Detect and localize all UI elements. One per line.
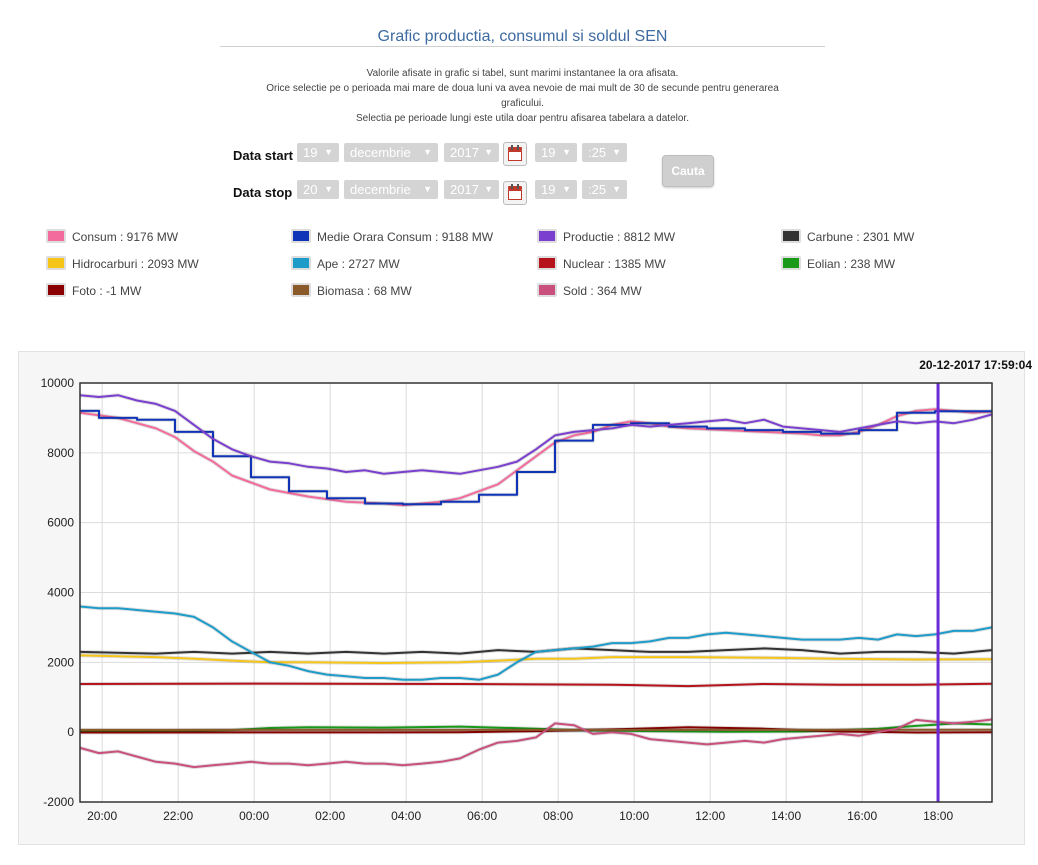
chevron-down-icon: ▼ [423, 147, 432, 157]
legend-swatch [537, 256, 557, 270]
chevron-down-icon: ▼ [423, 184, 432, 194]
legend-item[interactable]: Eolian : 238 MW [781, 256, 895, 271]
stop-date-label: Data stop [233, 185, 293, 200]
stop-hour-value: 19 [541, 182, 556, 197]
chevron-down-icon: ▼ [324, 184, 333, 194]
legend-swatch [781, 256, 801, 270]
chevron-down-icon: ▼ [612, 184, 621, 194]
title-divider [220, 46, 825, 47]
stop-calendar-icon[interactable] [503, 181, 527, 205]
legend-label: Carbune : 2301 MW [807, 230, 915, 244]
stop-minute-value: :25 [588, 182, 607, 197]
legend-swatch [291, 229, 311, 243]
start-date-label: Data start [233, 148, 293, 163]
start-day-select[interactable]: 19 ▼ [297, 143, 339, 162]
legend-item[interactable]: Consum : 9176 MW [46, 229, 178, 244]
page-title: Grafic productia, consumul si soldul SEN [377, 28, 668, 45]
chevron-down-icon: ▼ [324, 147, 333, 157]
info-note-4: Selectia pe perioade lungi este utila do… [355, 113, 689, 124]
legend-swatch [537, 229, 557, 243]
legend-swatch [46, 256, 66, 270]
chevron-down-icon: ▼ [562, 184, 571, 194]
chart-panel [18, 351, 1025, 845]
legend-swatch [46, 283, 66, 297]
chevron-down-icon: ▼ [612, 147, 621, 157]
search-button[interactable]: Cauta [662, 155, 714, 187]
chevron-down-icon: ▼ [484, 184, 493, 194]
stop-hour-select[interactable]: 19 ▼ [535, 180, 577, 199]
stop-month-value: decembrie [350, 182, 411, 197]
legend-item[interactable]: Ape : 2727 MW [291, 256, 400, 271]
info-note-3: graficului. [501, 98, 544, 109]
start-minute-select[interactable]: :25 ▼ [582, 143, 627, 162]
legend-swatch [291, 256, 311, 270]
legend-label: Biomasa : 68 MW [317, 284, 412, 298]
legend-item[interactable]: Sold : 364 MW [537, 283, 642, 298]
legend-label: Hidrocarburi : 2093 MW [72, 257, 199, 271]
legend-item[interactable]: Carbune : 2301 MW [781, 229, 914, 244]
stop-year-select[interactable]: 2017 ▼ [444, 180, 499, 199]
legend-item[interactable]: Medie Orara Consum : 9188 MW [291, 229, 493, 244]
start-year-value: 2017 [450, 145, 479, 160]
legend-item[interactable]: Foto : -1 MW [46, 283, 141, 298]
legend-item[interactable]: Hidrocarburi : 2093 MW [46, 256, 199, 271]
chart-timestamp: 20-12-2017 17:59:04 [919, 358, 1032, 372]
stop-minute-select[interactable]: :25 ▼ [582, 180, 627, 199]
start-month-select[interactable]: decembrie ▼ [344, 143, 438, 162]
stop-day-value: 20 [303, 182, 318, 197]
legend-label: Foto : -1 MW [72, 284, 142, 298]
legend-label: Consum : 9176 MW [72, 230, 179, 244]
start-month-value: decembrie [350, 145, 411, 160]
legend-label: Sold : 364 MW [563, 284, 642, 298]
stop-year-value: 2017 [450, 182, 479, 197]
start-hour-value: 19 [541, 145, 556, 160]
legend-item[interactable]: Nuclear : 1385 MW [537, 256, 666, 271]
start-hour-select[interactable]: 19 ▼ [535, 143, 577, 162]
legend-item[interactable]: Productie : 8812 MW [537, 229, 675, 244]
legend-swatch [46, 229, 66, 243]
legend-label: Nuclear : 1385 MW [563, 257, 666, 271]
chevron-down-icon: ▼ [562, 147, 571, 157]
legend-label: Ape : 2727 MW [317, 257, 400, 271]
legend-label: Medie Orara Consum : 9188 MW [317, 230, 494, 244]
legend-item[interactable]: Biomasa : 68 MW [291, 283, 412, 298]
legend-swatch [537, 283, 557, 297]
chevron-down-icon: ▼ [484, 147, 493, 157]
start-year-select[interactable]: 2017 ▼ [444, 143, 499, 162]
stop-day-select[interactable]: 20 ▼ [297, 180, 339, 199]
stop-month-select[interactable]: decembrie ▼ [344, 180, 438, 199]
legend-label: Productie : 8812 MW [563, 230, 676, 244]
start-minute-value: :25 [588, 145, 607, 160]
legend-swatch [781, 229, 801, 243]
info-note-2: Orice selectie pe o perioada mai mare de… [266, 83, 779, 94]
info-note-1: Valorile afisate in grafic si tabel, sun… [366, 68, 679, 79]
start-calendar-icon[interactable] [503, 142, 527, 166]
legend-swatch [291, 283, 311, 297]
legend-label: Eolian : 238 MW [807, 257, 896, 271]
start-day-value: 19 [303, 145, 318, 160]
